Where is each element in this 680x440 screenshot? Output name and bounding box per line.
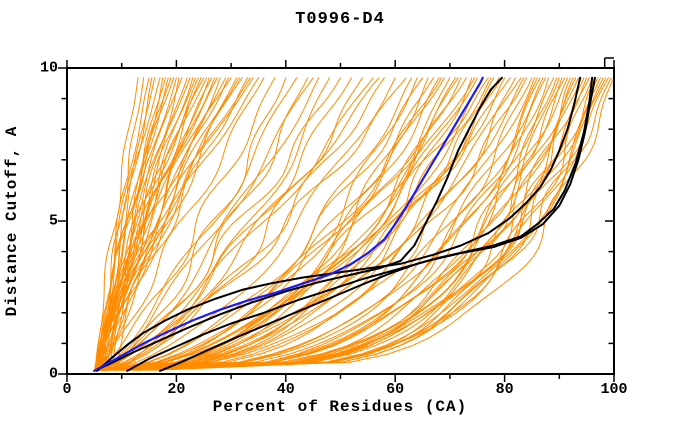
orange-model-curve xyxy=(110,77,547,371)
x-tick-label-20: 20 xyxy=(167,381,186,398)
blue-highlight-curve xyxy=(93,76,484,372)
orange-model-curve xyxy=(104,77,175,371)
orange-model-curve xyxy=(110,77,314,371)
orange-model-curve xyxy=(97,77,604,371)
orange-model-curve xyxy=(126,77,525,371)
orange-model-curve xyxy=(107,77,196,371)
orange-model-curve xyxy=(121,77,590,371)
orange-model-curve xyxy=(108,77,240,371)
x-axis-label: Percent of Residues (CA) xyxy=(212,398,468,416)
orange-model-curve xyxy=(98,77,150,371)
x-tick-label-60: 60 xyxy=(386,381,405,398)
orange-model-curve xyxy=(96,77,615,371)
orange-model-curve xyxy=(101,77,265,371)
y-tick-label-5: 5 xyxy=(48,212,58,230)
orange-model-curve xyxy=(96,77,331,371)
orange-model-curve xyxy=(102,77,511,371)
orange-model-curve xyxy=(97,77,462,371)
orange-model-curve xyxy=(115,77,475,371)
orange-model-curve xyxy=(96,77,276,371)
orange-model-curve xyxy=(115,77,568,371)
x-tick-label-80: 80 xyxy=(495,381,514,398)
orange-model-curve xyxy=(98,77,352,371)
orange-model-curve xyxy=(103,77,566,371)
x-tick-label-100: 100 xyxy=(600,381,628,398)
orange-model-curve xyxy=(134,77,563,371)
orange-model-curve xyxy=(102,77,298,371)
orange-model-curve xyxy=(99,77,183,371)
orange-model-curve xyxy=(118,77,380,371)
orange-model-curve xyxy=(100,77,227,371)
orange-model-curve xyxy=(132,77,459,371)
orange-model-curve xyxy=(99,77,287,371)
y-tick-label-10: 10 xyxy=(39,59,58,77)
black-selected-curve-4 xyxy=(159,76,594,372)
orange-model-curve xyxy=(101,77,456,371)
orange-model-curve xyxy=(97,77,243,371)
orange-model-curve xyxy=(104,77,500,371)
x-tick-label-40: 40 xyxy=(276,381,295,398)
orange-model-curve xyxy=(93,77,153,371)
chart-title: T0996-D4 xyxy=(295,10,385,29)
y-tick-label-0: 0 xyxy=(48,365,58,383)
orange-model-curve xyxy=(98,77,254,371)
black-selected-curve-2 xyxy=(96,76,582,372)
orange-model-curve xyxy=(96,77,161,371)
orange-model-curve xyxy=(113,77,558,371)
orange-model-curve xyxy=(107,77,536,371)
orange-model-curve xyxy=(96,77,533,371)
orange-model-curve xyxy=(123,77,601,371)
orange-model-curve xyxy=(102,77,424,371)
x-tick-label-0: 0 xyxy=(62,381,72,398)
orange-model-curve xyxy=(102,77,407,371)
orange-model-curve xyxy=(99,77,506,371)
orange-model-curve xyxy=(100,77,522,371)
orange-model-curve xyxy=(97,77,374,371)
orange-model-curve xyxy=(103,77,341,371)
black-selected-curve-1 xyxy=(93,76,503,372)
orange-model-curve xyxy=(99,77,248,371)
orange-model-curve xyxy=(96,77,440,371)
orange-model-curve xyxy=(154,77,596,371)
orange-model-curve xyxy=(113,77,207,371)
orange-model-curve xyxy=(148,77,574,371)
orange-model-curve xyxy=(137,77,492,371)
orange-model-curve xyxy=(96,77,213,371)
orange-model-curve xyxy=(132,77,541,371)
orange-model-curve xyxy=(118,77,579,371)
orange-model-curve xyxy=(115,77,251,371)
y-axis-label: Distance Cutoff, A xyxy=(3,125,21,317)
orange-model-curve xyxy=(101,77,489,371)
orange-model-curve xyxy=(110,77,218,371)
